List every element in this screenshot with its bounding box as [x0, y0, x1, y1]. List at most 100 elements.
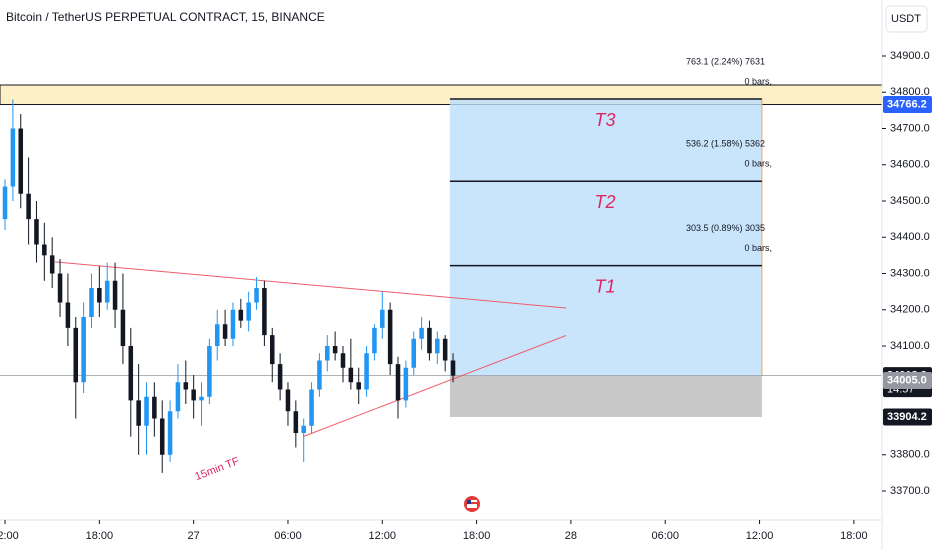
- x-tick-label: 12:00: [746, 530, 774, 542]
- candle-body: [81, 317, 86, 383]
- candle-body: [411, 338, 416, 368]
- candle-body: [10, 128, 16, 187]
- x-tick-label: 18:00: [463, 530, 491, 542]
- candle-body: [167, 411, 173, 455]
- candle-body: [159, 418, 165, 455]
- stop-zone: [449, 375, 762, 417]
- candle-body: [419, 327, 424, 339]
- candle-body: [301, 425, 306, 434]
- y-tick-label: 34700.0: [890, 122, 930, 134]
- candle-body: [254, 288, 259, 303]
- target-label: T3: [594, 110, 615, 130]
- y-tick-label: 34300.0: [890, 267, 930, 279]
- candle-body: [317, 360, 322, 390]
- candle-body: [435, 338, 440, 354]
- trendline: [302, 335, 567, 438]
- target-info: 536.2 (1.58%) 5362: [686, 139, 765, 149]
- plot-area: T1 303.5 (0.89%) 3035 0 bars, T2 536.2 (1.58…: [0, 56, 883, 483]
- candle-body: [136, 400, 141, 426]
- y-tick-label: 34400.0: [890, 231, 930, 243]
- candle-body: [348, 367, 354, 383]
- candle-body: [214, 324, 220, 347]
- candle-body: [325, 346, 330, 361]
- y-tick-label: 34200.0: [890, 304, 930, 316]
- y-tick-label: 34100.0: [890, 340, 930, 352]
- target-info: 303.5 (0.89%) 3035: [686, 223, 765, 233]
- candle-body: [97, 288, 102, 303]
- candle-body: [238, 309, 244, 321]
- candle-body: [340, 353, 346, 368]
- y-tick-label: 33700.0: [890, 485, 930, 497]
- candle-body: [144, 396, 149, 426]
- candle-body: [49, 255, 55, 274]
- candle-body: [65, 302, 71, 328]
- candle-body: [104, 280, 110, 303]
- candle-body: [34, 219, 39, 245]
- y-tick-label: 34800.0: [890, 86, 930, 98]
- x-tick-label: 18:00: [86, 530, 114, 542]
- candle-body: [18, 128, 24, 194]
- price-badge-label: 33904.2: [887, 411, 927, 423]
- profit-zone: [449, 99, 762, 376]
- candle-body: [230, 309, 236, 339]
- candle-body: [57, 273, 63, 303]
- candle-body: [222, 324, 228, 339]
- candle-body: [199, 396, 204, 401]
- target-bars: 0 bars,: [744, 76, 772, 86]
- chart-title: Bitcoin / TetherUS PERPETUAL CONTRACT, 1…: [6, 10, 325, 24]
- x-tick-label: 12:00: [0, 530, 19, 542]
- candle-body: [112, 280, 118, 310]
- candle-body: [380, 309, 385, 328]
- candle-body: [364, 353, 369, 390]
- candle-body: [387, 309, 393, 365]
- x-tick-label: 06:00: [651, 530, 679, 542]
- candle-body: [191, 389, 196, 401]
- candle-body: [309, 389, 314, 426]
- candle-body: [128, 346, 134, 401]
- candle-body: [42, 244, 47, 256]
- candle-body: [175, 382, 181, 412]
- target-info: 763.1 (2.24%) 7631: [686, 56, 765, 66]
- candle-body: [262, 288, 267, 336]
- candle-body: [89, 288, 94, 318]
- candle-body: [2, 186, 8, 220]
- candle-body: [427, 327, 432, 354]
- price-badge: [883, 96, 932, 114]
- price-badge: [883, 408, 932, 426]
- trendline: [54, 261, 567, 309]
- candle-body: [246, 302, 251, 321]
- candle-body: [183, 382, 189, 390]
- candle-body: [332, 346, 338, 354]
- currency-label[interactable]: USDT: [891, 13, 921, 25]
- candle-body: [73, 327, 79, 383]
- candle-body: [372, 327, 377, 354]
- candle-body: [269, 335, 275, 365]
- currency-button[interactable]: [885, 5, 928, 33]
- candle-body: [395, 364, 401, 401]
- x-tick-label: 12:00: [369, 530, 397, 542]
- candle-body: [293, 411, 299, 434]
- candle-body: [277, 364, 283, 390]
- candle-body: [356, 382, 361, 390]
- price-badge-label: 34005.0: [887, 374, 927, 386]
- candle-body: [152, 396, 157, 419]
- target-label: T2: [594, 192, 615, 212]
- x-tick-label: 18:00: [840, 530, 868, 542]
- y-tick-label: 33800.0: [890, 449, 930, 461]
- target-bars: 0 bars,: [744, 243, 772, 253]
- flag-icon: [464, 496, 480, 512]
- y-tick-label: 34500.0: [890, 195, 930, 207]
- candle-body: [403, 367, 409, 401]
- target-bars: 0 bars,: [744, 159, 772, 169]
- y-tick-label: 34900.0: [890, 50, 930, 62]
- x-tick-label: 27: [188, 530, 200, 542]
- candle-body: [26, 193, 31, 220]
- price-badge: [883, 371, 932, 389]
- y-tick-label: 34600.0: [890, 159, 930, 171]
- candle-body: [450, 360, 456, 376]
- x-tick-label: 06:00: [274, 530, 302, 542]
- x-tick-label: 28: [565, 530, 577, 542]
- candle-body: [442, 338, 448, 361]
- price-badge-label: 34766.2: [887, 98, 927, 110]
